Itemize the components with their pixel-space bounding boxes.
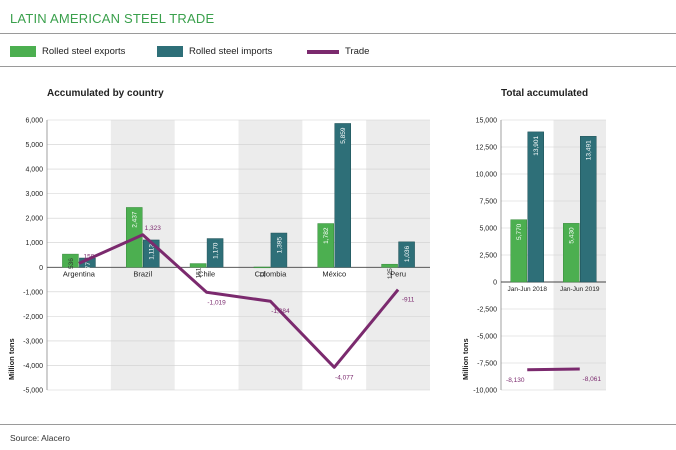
chart1-data-label-trade: 159	[83, 253, 94, 260]
chart1-data-label-imports: 1,170	[213, 242, 220, 259]
chart2-bar-exports	[510, 219, 527, 283]
title-rule	[0, 33, 676, 34]
chart2-ytick-label: -10,000	[473, 388, 497, 395]
chart2-category-label: Jan-Jun 2019	[560, 286, 600, 293]
chart2-ytick-label: 10,000	[476, 172, 498, 179]
chart1-category-label: Brazil	[133, 269, 152, 278]
chart2-ytick-label: 7,500	[479, 199, 497, 206]
chart1-ytick-label: 5,000	[25, 142, 43, 149]
chart1-bar-exports	[189, 263, 207, 268]
chart1-ylabel: Million tons	[7, 338, 16, 380]
chart1-trade-line	[78, 233, 400, 369]
chart1-ytick-label: 0	[39, 265, 43, 272]
chart1-bar-imports	[206, 238, 224, 268]
chart1-ytick-label: -3,000	[23, 338, 43, 345]
chart2-category-label: Jan-Jun 2018	[508, 286, 548, 293]
chart1-bar-imports	[398, 241, 415, 268]
chart1-data-label-imports: 1,036	[404, 245, 411, 262]
chart1-ytick-label: 2,000	[25, 216, 43, 223]
chart1-category-label: Argentina	[63, 269, 96, 278]
chart1-band	[238, 120, 303, 390]
chart2-ytick-label: 2,500	[479, 253, 497, 260]
chart1-band	[366, 120, 430, 390]
chart2-bar-imports	[580, 136, 597, 283]
chart1-data-label-imports: 5,859	[340, 127, 347, 144]
chart1-data-label-exports: 536	[68, 258, 75, 269]
chart2-data-label-imports: 13,491	[586, 140, 593, 160]
chart1-data-label-trade: -911	[402, 297, 415, 304]
chart1-ytick-label: -4,000	[23, 363, 43, 370]
legend-swatch-exports	[10, 46, 36, 57]
chart1-data-label-imports: 1,113	[149, 244, 156, 260]
chart1-data-label-imports: 377	[85, 262, 92, 273]
page-title: LATIN AMERICAN STEEL TRADE	[10, 11, 215, 26]
chart1-category-label: México	[322, 269, 346, 278]
legend-label-imports: Rolled steel imports	[189, 46, 273, 57]
chart2-title: Total accumulated	[501, 88, 589, 99]
legend-label-trade: Trade	[345, 46, 370, 57]
chart2-ytick-label: -5,000	[477, 334, 497, 341]
source-note: Source: Alacero	[10, 433, 71, 443]
chart2-bar-exports	[563, 223, 580, 283]
chart1-data-label-trade: -1,019	[207, 299, 226, 306]
legend-label-exports: Rolled steel exports	[42, 46, 126, 57]
chart1-category-label: Colombia	[255, 269, 288, 278]
chart2-data-label-trade: -8,130	[506, 377, 525, 384]
chart1-bar-exports	[381, 263, 398, 268]
chart1-data-label-exports: 2,437	[132, 211, 139, 228]
chart2-ytick-label: 12,500	[476, 145, 498, 152]
chart2-ytick-label: -2,500	[477, 307, 497, 314]
chart1-data-label-trade: -4,077	[335, 374, 354, 381]
chart1-ytick-label: 6,000	[25, 118, 43, 125]
chart1-ytick-label: 1,000	[25, 240, 43, 247]
chart1-ytick-label: -2,000	[23, 314, 43, 321]
chart2-ytick-label: 0	[493, 280, 497, 287]
chart1-ytick-label: -1,000	[23, 289, 43, 296]
chart2-data-label-imports: 13,901	[533, 135, 540, 155]
chart1-category-label: Peru	[390, 269, 406, 278]
chart1-bar-exports	[317, 223, 334, 268]
chart1-ytick-label: 3,000	[25, 191, 43, 198]
chart1-data-label-imports: 1,395	[276, 237, 283, 254]
source-rule	[0, 424, 676, 425]
chart1-bar-imports	[334, 123, 351, 268]
chart1-bar-exports	[62, 253, 79, 268]
chart2-trade-line	[527, 367, 580, 372]
chart2-ytick-label: -7,500	[477, 361, 497, 368]
chart1-data-label-exports: 1,782	[323, 227, 330, 244]
chart1-ytick-label: -5,000	[23, 388, 43, 395]
chart2-data-label-exports: 5,770	[516, 223, 523, 240]
legend-swatch-trade	[307, 49, 339, 54]
chart2-ylabel: Million tons	[461, 338, 470, 380]
legend-item-imports: Rolled steel imports	[157, 46, 272, 57]
chart1-data-label-trade: -1,384	[271, 308, 290, 315]
chart1-data-label-trade: 1,323	[145, 225, 162, 232]
chart1-title: Accumulated by country	[47, 88, 164, 99]
chart2-ytick-label: 5,000	[479, 226, 497, 233]
chart1-category-label: Chile	[198, 269, 215, 278]
chart2-ytick-label: 15,000	[476, 118, 498, 125]
legend-rule	[0, 66, 676, 67]
legend-item-exports: Rolled steel exports	[10, 46, 125, 57]
chart1-data-label-exports: 151	[196, 267, 203, 278]
chart1-data-label-exports: 11	[259, 271, 266, 278]
legend-item-trade: Trade	[307, 46, 369, 57]
legend-swatch-imports	[157, 46, 183, 57]
chart1-bar-exports	[253, 266, 271, 269]
chart2-data-label-exports: 5,430	[569, 227, 576, 244]
chart2-data-label-trade: -8,061	[583, 376, 602, 383]
chart1-data-label-exports: 125	[387, 268, 394, 279]
chart1-bar-imports	[270, 232, 288, 268]
chart1-ytick-label: 4,000	[25, 167, 43, 174]
chart2-bar-imports	[527, 131, 544, 283]
